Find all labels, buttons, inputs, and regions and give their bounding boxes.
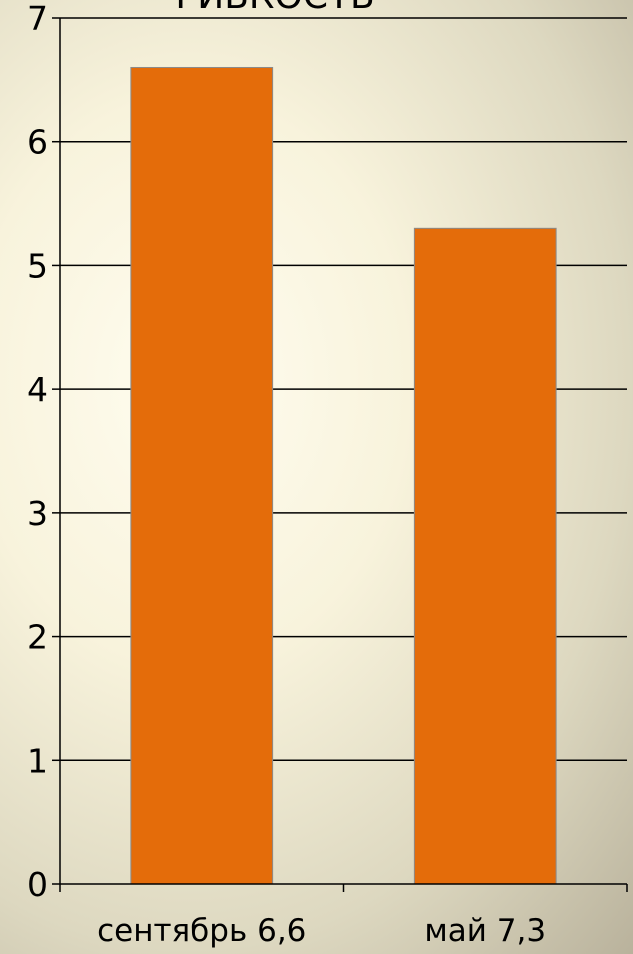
y-tick-label-5: 5: [27, 246, 48, 285]
chart-title: ГИБКОСТЬ: [175, 0, 374, 17]
x-tick-label-1: май 7,3: [424, 913, 546, 949]
y-tick-label-6: 6: [27, 123, 48, 162]
y-tick-label-0: 0: [27, 865, 48, 904]
bars: [130, 66, 557, 885]
bar-1: [413, 227, 557, 885]
y-tick-label-4: 4: [27, 370, 48, 409]
y-tick-label-2: 2: [27, 618, 48, 657]
bar-0: [130, 66, 274, 885]
y-tick-labels: 0 1 2 3 4 5 6 7: [27, 0, 60, 904]
y-tick-label-1: 1: [27, 741, 48, 780]
x-tick-label-0: сентябрь 6,6: [97, 913, 306, 949]
y-tick-label-3: 3: [27, 494, 48, 533]
y-tick-label-7: 7: [27, 0, 48, 38]
x-tick-labels: сентябрь 6,6 май 7,3: [59, 884, 628, 949]
